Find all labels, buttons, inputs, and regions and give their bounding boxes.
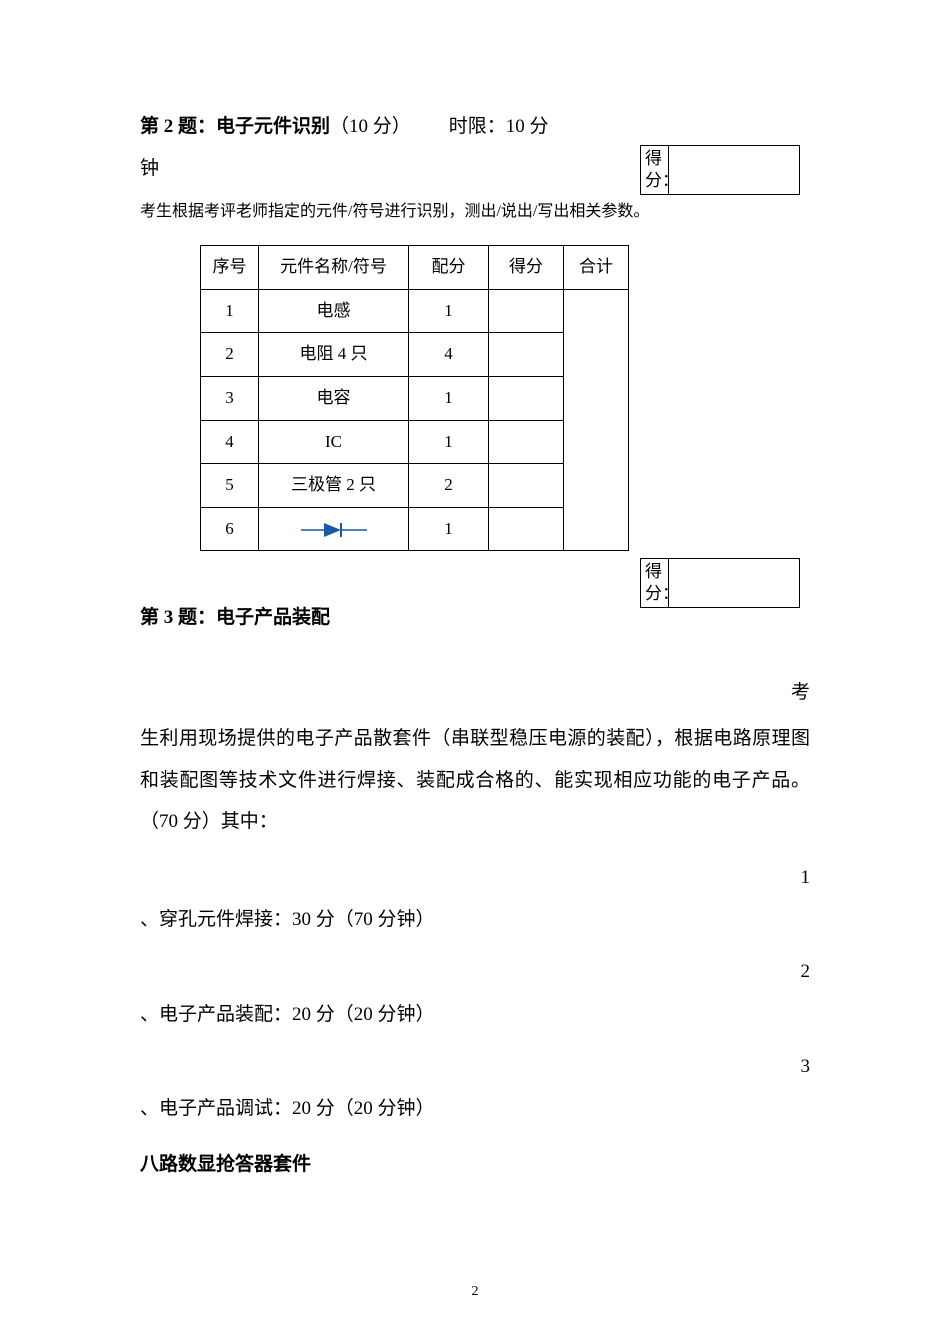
- section2-title: 第 2 题：电子元件识别: [140, 116, 330, 137]
- section2-points: （10 分）: [330, 116, 411, 137]
- cell-name: IC: [259, 420, 409, 464]
- cell-seq: 4: [201, 420, 259, 464]
- page-number: 2: [0, 1279, 950, 1304]
- score-value-1: [669, 146, 799, 194]
- cell-seq: 1: [201, 289, 259, 333]
- score-value-2: [669, 559, 799, 607]
- cell-score: [489, 420, 564, 464]
- header-seq: 序号: [201, 246, 259, 290]
- section2-timelimit: 时限：10 分: [449, 116, 549, 137]
- cell-name: 电容: [259, 376, 409, 420]
- diode-icon: [299, 521, 369, 539]
- cell-score: [489, 289, 564, 333]
- list-item-text: 、电子产品调试：20 分（20 分钟）: [140, 1092, 810, 1126]
- cell-seq: 2: [201, 333, 259, 377]
- list-item-number: 2: [140, 955, 810, 989]
- cell-name: 电感: [259, 289, 409, 333]
- cell-name: 三极管 2 只: [259, 464, 409, 508]
- cell-points: 4: [409, 333, 489, 377]
- score-label-2: 得分：: [641, 559, 669, 607]
- cell-score: [489, 507, 564, 551]
- section2-title-line: 第 2 题：电子元件识别（10 分） 时限：10 分: [140, 110, 810, 144]
- list-item-number: 3: [140, 1050, 810, 1084]
- cell-name: [259, 507, 409, 551]
- table-row: 1电感1: [201, 289, 629, 333]
- cell-score: [489, 464, 564, 508]
- section3-final: 八路数显抢答器套件: [140, 1148, 810, 1182]
- section3-leadchar: 考: [140, 676, 810, 710]
- score-box-1: 得分：: [640, 145, 800, 195]
- cell-points: 1: [409, 289, 489, 333]
- cell-score: [489, 333, 564, 377]
- section2-instruction: 考生根据考评老师指定的元件/符号进行识别，测出/说出/写出相关参数。: [140, 198, 810, 227]
- list-item-text: 、电子产品装配：20 分（20 分钟）: [140, 998, 810, 1032]
- list-item-number: 1: [140, 861, 810, 895]
- cell-name: 电阻 4 只: [259, 333, 409, 377]
- cell-total: [564, 289, 629, 551]
- score-box-2: 得分：: [640, 558, 800, 608]
- list-item-text: 、穿孔元件焊接：30 分（70 分钟）: [140, 903, 810, 937]
- cell-score: [489, 376, 564, 420]
- header-name: 元件名称/符号: [259, 246, 409, 290]
- cell-points: 1: [409, 420, 489, 464]
- score-label-1: 得分：: [641, 146, 669, 194]
- table-header-row: 序号 元件名称/符号 配分 得分 合计: [201, 246, 629, 290]
- cell-points: 2: [409, 464, 489, 508]
- cell-seq: 5: [201, 464, 259, 508]
- cell-seq: 6: [201, 507, 259, 551]
- cell-seq: 3: [201, 376, 259, 420]
- cell-points: 1: [409, 376, 489, 420]
- section3-body: 生利用现场提供的电子产品散套件（串联型稳压电源的装配），根据电路原理图和装配图等…: [140, 718, 810, 843]
- cell-points: 1: [409, 507, 489, 551]
- header-points: 配分: [409, 246, 489, 290]
- header-total: 合计: [564, 246, 629, 290]
- header-score: 得分: [489, 246, 564, 290]
- component-table: 序号 元件名称/符号 配分 得分 合计 1电感12电阻 4 只43电容14IC1…: [200, 245, 629, 551]
